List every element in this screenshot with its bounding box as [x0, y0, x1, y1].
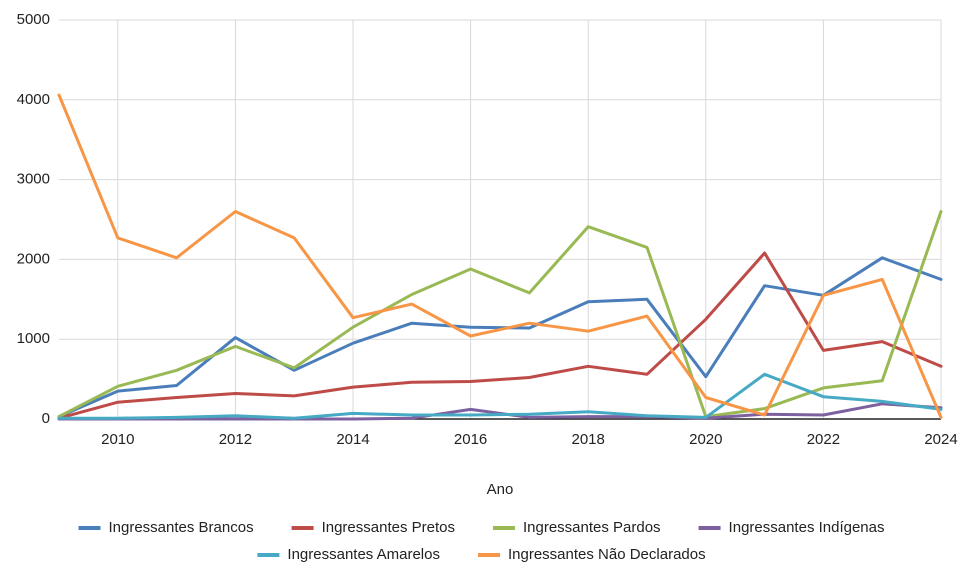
series-line [57, 93, 943, 419]
x-tick-label: 2012 [219, 431, 252, 448]
legend-row: Ingressantes Brancos Ingressantes Pretos I… [78, 519, 885, 536]
y-tick-label: 5000 [17, 11, 50, 28]
x-axis-label: Ano [487, 481, 514, 498]
series-line [57, 372, 943, 420]
x-tick-label: 2018 [572, 431, 605, 448]
y-tick-label: 1000 [17, 330, 50, 347]
x-tick-label: 2022 [807, 431, 840, 448]
y-tick-label: 2000 [17, 250, 50, 267]
series-line [57, 210, 943, 419]
y-tick-label: 0 [42, 410, 50, 427]
legend-label: Ingressantes Não Declarados [508, 546, 706, 563]
legend-label: Ingressantes Brancos [108, 519, 253, 536]
x-tick-label: 2016 [454, 431, 487, 448]
legend-label: Ingressantes Pardos [523, 519, 661, 536]
x-tick-label: 2014 [336, 431, 369, 448]
series-line [57, 256, 943, 419]
x-tick-label: 2020 [689, 431, 722, 448]
y-tick-label: 4000 [17, 91, 50, 108]
series-line [57, 251, 943, 420]
legend-row: Ingressantes Amarelos Ingressantes Não De… [257, 546, 706, 563]
x-tick-label: 2024 [924, 431, 957, 448]
x-tick-label: 2010 [101, 431, 134, 448]
legend-label: Ingressantes Amarelos [287, 546, 440, 563]
y-tick-label: 3000 [17, 171, 50, 188]
legend-label: Ingressantes Indígenas [729, 519, 885, 536]
legend-label: Ingressantes Pretos [322, 519, 455, 536]
